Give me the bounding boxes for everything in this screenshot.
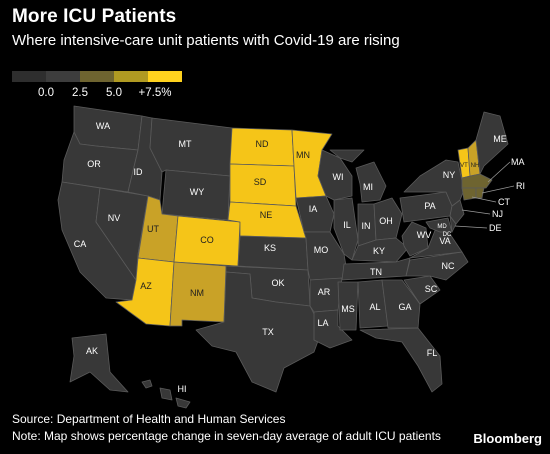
label-RI: RI: [516, 181, 525, 191]
leader-NJ: [461, 209, 491, 215]
legend-label-2: 5.0: [106, 87, 122, 99]
label-AR: AR: [318, 287, 331, 297]
label-WI: WI: [333, 172, 344, 182]
state-HI[interactable]: [141, 379, 191, 409]
state-FL[interactable]: [359, 327, 443, 393]
state-OH[interactable]: [373, 197, 403, 241]
label-WY: WY: [190, 187, 205, 197]
state-SC[interactable]: [403, 275, 441, 305]
label-MD: MD: [437, 224, 447, 230]
label-KY: KY: [373, 246, 385, 256]
methodology-note: Note: Map shows percentage change in sev…: [12, 429, 441, 443]
label-OH: OH: [379, 216, 393, 226]
label-DE: DE: [489, 223, 502, 233]
label-TX: TX: [262, 327, 274, 337]
label-PA: PA: [424, 201, 435, 211]
state-LA[interactable]: [313, 309, 353, 349]
label-CT: CT: [498, 197, 510, 207]
leader-RI: [481, 185, 515, 194]
label-VA: VA: [439, 236, 450, 246]
state-WV[interactable]: [401, 221, 429, 257]
leader-MA: [487, 161, 511, 183]
legend-label-1: 2.5: [72, 87, 88, 99]
label-KS: KS: [264, 243, 276, 253]
state-MI[interactable]: [329, 149, 387, 203]
label-NV: NV: [108, 213, 121, 223]
label-IA: IA: [309, 204, 318, 214]
state-KS[interactable]: [237, 235, 309, 271]
label-CA: CA: [74, 239, 87, 249]
label-UT: UT: [147, 224, 159, 234]
state-WI[interactable]: [317, 149, 353, 201]
label-MO: MO: [314, 245, 329, 255]
legend-label-0: 0.0: [38, 87, 54, 99]
label-SD: SD: [254, 177, 267, 187]
label-HI: HI: [178, 384, 187, 394]
label-LA: LA: [317, 318, 328, 328]
legend-swatch: [46, 71, 80, 82]
label-VT: VT: [460, 163, 468, 169]
bloomberg-logo: Bloomberg: [473, 431, 542, 446]
state-RI[interactable]: [475, 187, 485, 199]
state-TX[interactable]: [195, 271, 323, 393]
label-NE: NE: [260, 210, 273, 220]
state-MD[interactable]: [425, 217, 453, 233]
label-MT: MT: [179, 139, 192, 149]
state-NE[interactable]: [227, 201, 307, 239]
label-IL: IL: [343, 220, 351, 230]
state-NC[interactable]: [405, 251, 469, 281]
label-WV: WV: [417, 230, 432, 240]
label-WA: WA: [96, 121, 110, 131]
legend-label-3: +7.5%: [138, 87, 172, 99]
chart-title: More ICU Patients: [12, 6, 177, 27]
label-DC: DC: [443, 232, 452, 238]
label-MS: MS: [341, 304, 355, 314]
legend-swatch: [12, 71, 46, 82]
label-MA: MA: [511, 157, 525, 167]
legend-swatch: [148, 71, 182, 82]
label-MN: MN: [296, 150, 310, 160]
label-SC: SC: [425, 284, 438, 294]
state-AK[interactable]: [69, 333, 129, 393]
legend-swatch: [114, 71, 148, 82]
legend: 0.0 2.5 5.0 +7.5%: [12, 71, 184, 101]
label-GA: GA: [398, 302, 411, 312]
label-AK: AK: [86, 346, 98, 356]
state-IA[interactable]: [295, 195, 335, 233]
label-TN: TN: [370, 267, 382, 277]
state-MA[interactable]: [461, 173, 493, 189]
label-ME: ME: [493, 134, 507, 144]
label-AL: AL: [369, 302, 380, 312]
legend-swatches: [12, 71, 182, 82]
label-CO: CO: [200, 235, 214, 245]
legend-swatch: [80, 71, 114, 82]
label-ND: ND: [256, 139, 269, 149]
source-note: Source: Department of Health and Human S…: [12, 412, 286, 426]
label-NJ: NJ: [492, 209, 503, 219]
state-CT[interactable]: [461, 187, 477, 201]
label-AZ: AZ: [140, 281, 152, 291]
label-FL: FL: [427, 348, 438, 358]
label-OR: OR: [87, 159, 101, 169]
state-GA[interactable]: [381, 279, 421, 329]
label-NH: NH: [471, 163, 480, 169]
label-ID: ID: [134, 167, 144, 177]
label-IN: IN: [362, 221, 371, 231]
label-MI: MI: [363, 182, 373, 192]
label-OK: OK: [271, 278, 284, 288]
leader-DE: [454, 225, 488, 229]
leader-CT: [471, 196, 497, 203]
state-MS[interactable]: [337, 281, 359, 331]
label-NC: NC: [442, 261, 455, 271]
label-NY: NY: [443, 170, 456, 180]
chart-subtitle: Where intensive-care unit patients with …: [12, 32, 400, 49]
label-NM: NM: [190, 288, 204, 298]
